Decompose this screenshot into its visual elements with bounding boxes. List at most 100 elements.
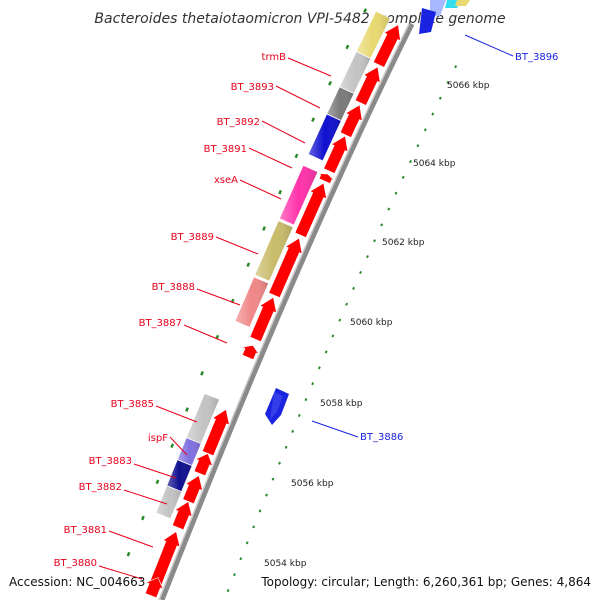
gene-label-bt3885: BT_3885 (111, 399, 154, 410)
outer-ring-tick (394, 191, 398, 195)
outer-ring-tick (284, 445, 288, 449)
outer-ring-tick (239, 557, 243, 561)
gene-label-bt3883: BT_3883 (89, 456, 132, 467)
reverse-gene-bt3886-shade (270, 392, 283, 420)
outer-ring-tick (345, 302, 349, 306)
outer-ring-tick (297, 413, 301, 418)
inner-ring-tick (126, 551, 131, 557)
outer-ring-tick (317, 366, 321, 370)
outer-ring-tick (258, 509, 262, 513)
inner-ring-tick (345, 44, 350, 50)
outer-ring-tick (431, 112, 435, 116)
gene-label-bt3891: BT_3891 (204, 144, 247, 155)
cog-box-shade (234, 276, 269, 328)
cog-box-shade (326, 86, 354, 121)
scale-label-5060: 5060 kbp (350, 318, 393, 328)
outer-dotted-ring (226, 65, 458, 593)
inner-ring-tick (311, 117, 316, 122)
label-leader-lines (98, 34, 514, 580)
gene-label-bt3886: BT_3886 (360, 432, 403, 443)
cog-category-boxes (155, 10, 391, 520)
gene-label-bt3888: BT_3888 (152, 282, 195, 293)
outer-ring-tick (291, 429, 295, 433)
outer-ring-tick (380, 223, 384, 227)
outer-ring-tick (352, 286, 355, 290)
outer-ring-tick (324, 350, 328, 354)
outer-ring-tick (438, 96, 442, 100)
cog-box-shade (155, 485, 182, 519)
forward-gene-arrow (171, 501, 193, 531)
cog-box-shade (254, 220, 294, 282)
outer-ring-tick (401, 175, 405, 179)
cog-box-shade (279, 165, 318, 226)
cog-box-shade (356, 11, 391, 59)
outer-ring-tick (311, 382, 315, 386)
forward-gene-arrow (241, 344, 260, 361)
inner-ring-tick (246, 262, 251, 268)
outer-ring-tick (245, 541, 249, 545)
partial-yellow-box-top (455, 0, 470, 6)
inner-ring-tick (200, 371, 204, 376)
cog-box-shade (177, 437, 202, 466)
outer-ring-tick (304, 398, 308, 402)
outer-ring-tick (226, 589, 230, 593)
map-title: Bacteroides thetaiotaomicron VPI-5482, c… (94, 11, 505, 27)
scale-label-5056: 5056 kbp (291, 479, 334, 489)
scale-label-5062: 5062 kbp (382, 238, 425, 248)
forward-gene-arrow (318, 173, 335, 184)
inner-ring-tick (278, 189, 283, 195)
outer-ring-tick (252, 525, 256, 529)
outer-ring-tick (366, 255, 369, 259)
outer-ring-tick (454, 65, 458, 69)
cog-box-shade (339, 51, 371, 94)
outer-ring-tick (409, 159, 412, 164)
forward-gene-arrow (294, 182, 327, 238)
outer-ring-tick (423, 128, 427, 132)
scale-label-5064: 5064 kbp (413, 159, 456, 169)
inner-ring-tick (328, 80, 333, 86)
gene-label-bt3896: BT_3896 (515, 52, 558, 63)
inner-ring-tick (262, 226, 267, 231)
forward-gene-arrow (268, 237, 303, 299)
accession-text: Accession: NC_004663 (9, 575, 145, 589)
gene-label-bt3882: BT_3882 (79, 482, 122, 493)
cog-box-shade (308, 113, 342, 161)
forward-gene-arrow (144, 577, 164, 599)
forward-gene-arrow (372, 24, 401, 68)
forward-gene-arrow (354, 66, 381, 106)
outer-ring-tick (331, 334, 335, 338)
gene-label-bt3892: BT_3892 (217, 117, 260, 128)
gene-label-ispf: ispF (148, 433, 168, 444)
outer-ring-tick (265, 493, 268, 497)
forward-gene-arrow (193, 453, 214, 477)
genome-backbone (159, 22, 415, 600)
gene-label-xsea: xseA (214, 175, 238, 186)
scale-label-5066: 5066 kbp (447, 81, 490, 91)
outer-ring-tick (271, 477, 275, 481)
inner-ring-tick (185, 407, 189, 412)
topology-text: Topology: circular; Length: 6,260,361 bp… (260, 575, 591, 589)
outer-ring-tick (359, 270, 362, 275)
inner-ring-tick (170, 443, 175, 449)
gene-label-bt3889: BT_3889 (171, 232, 214, 243)
genome-backbone-highlight (158, 23, 410, 600)
inner-ring-tick (141, 515, 145, 521)
outer-ring-tick (416, 144, 420, 148)
outer-ring-tick (338, 318, 342, 322)
gene-label-bt3880: BT_3880 (54, 558, 97, 569)
gene-label-bt3881: BT_3881 (64, 525, 107, 536)
forward-gene-arrow (339, 104, 363, 138)
gene-label-trmb: trmB (262, 52, 287, 63)
outer-ring-tick (373, 239, 376, 243)
inner-ring-tick (155, 479, 160, 485)
cog-box-shade (166, 459, 193, 492)
outer-ring-tick (278, 461, 281, 465)
scale-label-5058: 5058 kbp (320, 399, 363, 409)
outer-ring-tick (233, 573, 236, 577)
inner-ring-tick (294, 153, 299, 159)
outer-ring-tick (446, 80, 450, 84)
cog-box-shade (186, 393, 220, 444)
inner-ring-tick (363, 8, 368, 13)
